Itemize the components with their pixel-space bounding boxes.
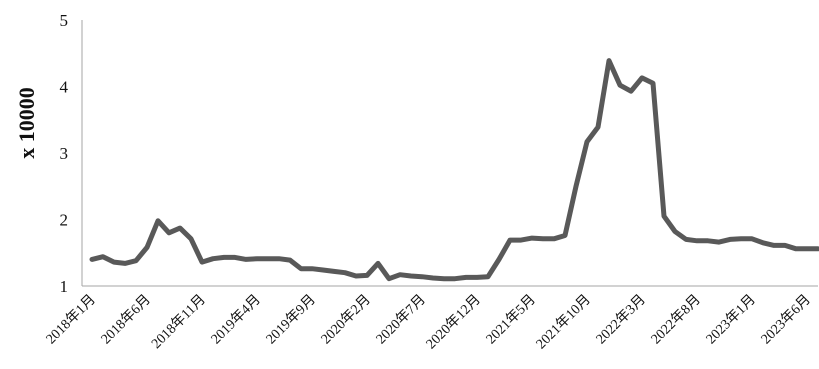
y-tick-label: 1 bbox=[60, 277, 69, 296]
x-tick-label: 2020年2月 bbox=[318, 292, 374, 348]
x-tick-label: 2023年1月 bbox=[703, 292, 759, 348]
y-axis: 1 2 3 4 5 bbox=[60, 11, 83, 296]
x-tick-label: 2019年4月 bbox=[208, 292, 264, 348]
x-tick-label: 2020年7月 bbox=[373, 292, 429, 348]
y-tick-labels: 1 2 3 4 5 bbox=[60, 11, 69, 296]
x-tick-label: 2018年6月 bbox=[98, 292, 154, 348]
x-tick-label: 2021年5月 bbox=[483, 292, 539, 348]
x-tick-label: 2020年12月 bbox=[423, 292, 484, 353]
y-tick-label: 5 bbox=[60, 11, 69, 30]
y-tick-label: 4 bbox=[60, 78, 69, 97]
x-tick-label: 2018年1月 bbox=[43, 292, 99, 348]
y-axis-title: x 10000 bbox=[14, 87, 39, 159]
y-tick-label: 3 bbox=[60, 144, 69, 163]
x-tick-label: 2022年8月 bbox=[648, 292, 704, 348]
y-tick-label: 2 bbox=[60, 211, 69, 230]
series-line bbox=[89, 58, 819, 282]
x-tick-label: 2022年3月 bbox=[593, 292, 649, 348]
x-tick-label: 2019年9月 bbox=[263, 292, 319, 348]
x-tick-label: 2018年11月 bbox=[148, 292, 208, 352]
x-tick-label: 2023年6月 bbox=[758, 292, 814, 348]
x-tick-label: 2021年10月 bbox=[533, 292, 594, 353]
